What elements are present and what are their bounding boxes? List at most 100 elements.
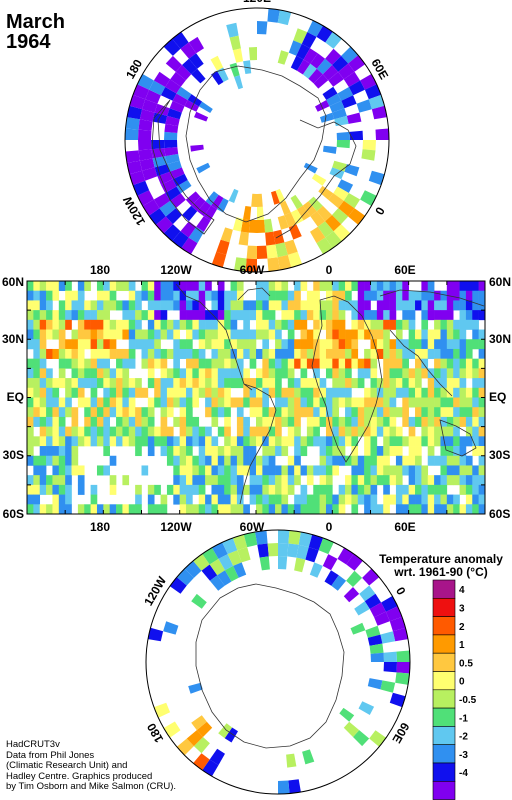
anomaly-cell	[256, 426, 263, 437]
anomaly-cell	[58, 446, 66, 457]
anomaly-cell	[376, 465, 384, 476]
anomaly-cell	[192, 436, 200, 447]
anomaly-cell	[198, 339, 206, 350]
anomaly-cell	[90, 387, 98, 398]
latitude-label: 60S	[3, 507, 24, 521]
anomaly-cell	[186, 446, 193, 457]
anomaly-cell	[33, 378, 41, 389]
anomaly-cell	[243, 532, 258, 548]
anomaly-cell	[116, 436, 123, 447]
anomaly-cell	[191, 715, 207, 731]
anomaly-cell	[199, 101, 213, 113]
anomaly-cell	[288, 40, 302, 56]
anomaly-cell	[338, 358, 346, 369]
anomaly-cell	[319, 446, 327, 457]
legend-swatch	[432, 579, 456, 599]
anomaly-cell	[39, 475, 47, 486]
anomaly-cell	[217, 339, 225, 350]
anomaly-cell	[306, 465, 314, 476]
anomaly-cell	[453, 348, 460, 359]
anomaly-cell	[268, 475, 276, 486]
anomaly-cell	[90, 416, 98, 427]
anomaly-cell	[39, 310, 47, 321]
anomaly-cell	[193, 737, 210, 754]
anomaly-cell	[212, 542, 228, 559]
anomaly-cell	[109, 368, 117, 379]
anomaly-cell	[27, 407, 34, 418]
anomaly-cell	[338, 339, 346, 350]
anomaly-cell	[166, 387, 174, 398]
anomaly-cell	[160, 407, 168, 418]
anomaly-cell	[33, 281, 41, 292]
anomaly-cell	[192, 319, 200, 330]
north-outline	[124, 7, 390, 273]
anomaly-cell	[46, 426, 53, 437]
anomaly-cell	[478, 484, 485, 495]
anomaly-cell	[351, 407, 359, 418]
anomaly-cell	[147, 368, 155, 379]
anomaly-cell	[389, 319, 397, 330]
anomaly-cell	[383, 281, 390, 292]
anomaly-cell	[33, 397, 41, 408]
anomaly-cell	[421, 416, 429, 427]
anomaly-cell	[58, 484, 66, 495]
anomaly-cell	[33, 475, 41, 486]
anomaly-cell	[147, 397, 155, 408]
anomaly-cell	[338, 300, 346, 311]
anomaly-cell	[472, 300, 479, 311]
anomaly-cell	[356, 99, 372, 113]
anomaly-cell	[408, 368, 416, 379]
anomaly-cell	[383, 300, 390, 311]
anomaly-cell	[243, 319, 250, 330]
anomaly-cell	[198, 484, 206, 495]
anomaly-cell	[370, 475, 378, 486]
anomaly-cell	[186, 407, 193, 418]
anomaly-cell	[198, 290, 206, 301]
latitude-label: 30S	[489, 448, 510, 462]
anomaly-cell	[84, 300, 91, 311]
anomaly-cell	[39, 416, 47, 427]
anomaly-cell	[281, 348, 289, 359]
anomaly-cell	[211, 339, 219, 350]
anomaly-cell	[415, 465, 422, 476]
anomaly-cell	[39, 339, 47, 350]
anomaly-cell	[164, 131, 178, 140]
anomaly-cell	[440, 378, 448, 389]
anomaly-cell	[173, 368, 180, 379]
anomaly-cell	[96, 416, 104, 427]
anomaly-cell	[359, 585, 376, 602]
anomaly-cell	[230, 436, 238, 447]
anomaly-cell	[306, 310, 314, 321]
anomaly-cell	[224, 475, 231, 486]
anomaly-cell	[421, 290, 429, 301]
anomaly-cell	[217, 378, 225, 389]
anomaly-cell	[273, 229, 285, 245]
anomaly-cell	[287, 543, 299, 558]
anomaly-cell	[39, 300, 47, 311]
anomaly-cell	[52, 436, 60, 447]
anomaly-cell	[294, 397, 301, 408]
anomaly-cell	[230, 494, 238, 505]
anomaly-cell	[256, 455, 263, 466]
anomaly-cell	[217, 300, 225, 311]
anomaly-cell	[408, 300, 416, 311]
anomaly-cell	[249, 378, 257, 389]
anomaly-cell	[236, 407, 244, 418]
anomaly-cell	[465, 494, 473, 505]
anomaly-cell	[71, 407, 79, 418]
anomaly-cell	[281, 310, 289, 321]
anomaly-cell	[196, 216, 211, 232]
anomaly-cell	[395, 504, 403, 514]
anomaly-cell	[415, 475, 422, 486]
anomaly-cell	[109, 436, 117, 447]
anomaly-cell	[257, 206, 264, 220]
anomaly-cell	[166, 348, 174, 359]
anomaly-cell	[90, 310, 98, 321]
anomaly-cell	[332, 300, 339, 311]
anomaly-cell	[173, 416, 180, 427]
anomaly-cell	[133, 84, 150, 100]
anomaly-cell	[249, 339, 257, 350]
anomaly-cell	[77, 387, 85, 398]
anomaly-cell	[294, 494, 301, 505]
legend-swatch	[432, 689, 456, 709]
